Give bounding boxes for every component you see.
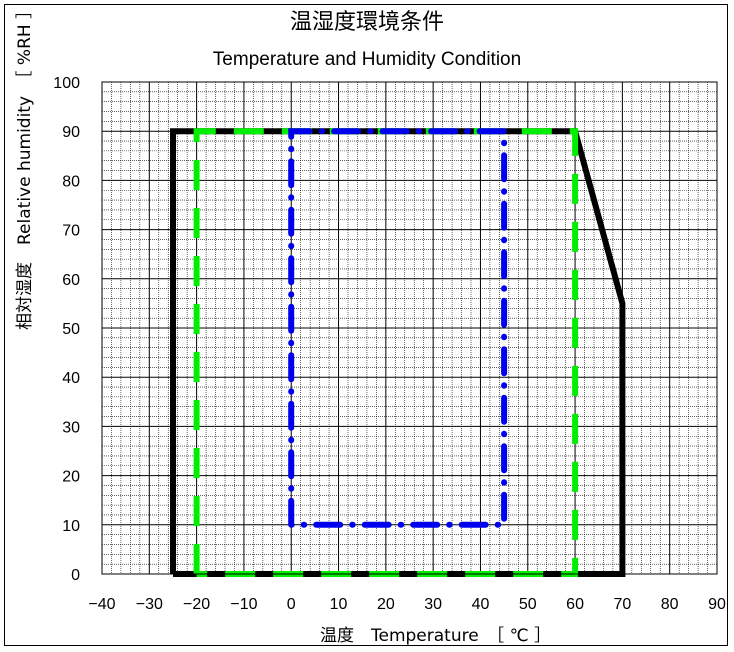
series-line-3 [288, 128, 508, 528]
x-tick-label: 70 [613, 596, 631, 613]
y-tick-label: 80 [62, 173, 80, 190]
x-tick-label: −10 [230, 596, 257, 613]
x-tick-label: 50 [519, 596, 537, 613]
series-line-1 [170, 128, 626, 577]
series-layer [170, 128, 626, 577]
minor-grid [102, 82, 717, 574]
x-tick-label: −30 [136, 596, 163, 613]
y-tick-label: 0 [71, 567, 80, 584]
x-tick-label: −20 [183, 596, 210, 613]
x-tick-label: 30 [424, 596, 442, 613]
plot-border [101, 81, 718, 575]
y-tick-label: 20 [62, 469, 80, 486]
chart-title: 温湿度環境条件 [289, 10, 444, 35]
x-tick-label: 20 [377, 596, 395, 613]
y-tick-label: 100 [53, 75, 80, 92]
y-tick-label: 70 [62, 223, 80, 240]
x-tick-label: 90 [708, 596, 726, 613]
x-tick-label: 0 [287, 596, 296, 613]
chart-subtitle: Temperature and Humidity Condition [212, 49, 522, 70]
x-tick-label: 10 [330, 596, 348, 613]
y-tick-label: 60 [62, 272, 80, 289]
y-tick-label: 40 [62, 370, 80, 387]
tick-labels: −40 −30 −20 −10 0 10 20 30 40 50 60 70 80 90 0 10 20 30 40… [53, 75, 726, 613]
chart-frame [4, 4, 728, 646]
x-tick-label: 80 [661, 596, 679, 613]
x-tick-label: 60 [566, 596, 584, 613]
x-axis-label: 温度 Temperature ［ ℃ ］ [320, 626, 552, 646]
series-line-2 [193, 128, 579, 577]
y-tick-label: 10 [62, 518, 80, 535]
x-tick-label: −40 [88, 596, 115, 613]
y-tick-label: 30 [62, 419, 80, 436]
x-tick-label: 40 [472, 596, 490, 613]
y-tick-label: 50 [62, 321, 80, 338]
y-tick-label: 90 [62, 124, 80, 141]
